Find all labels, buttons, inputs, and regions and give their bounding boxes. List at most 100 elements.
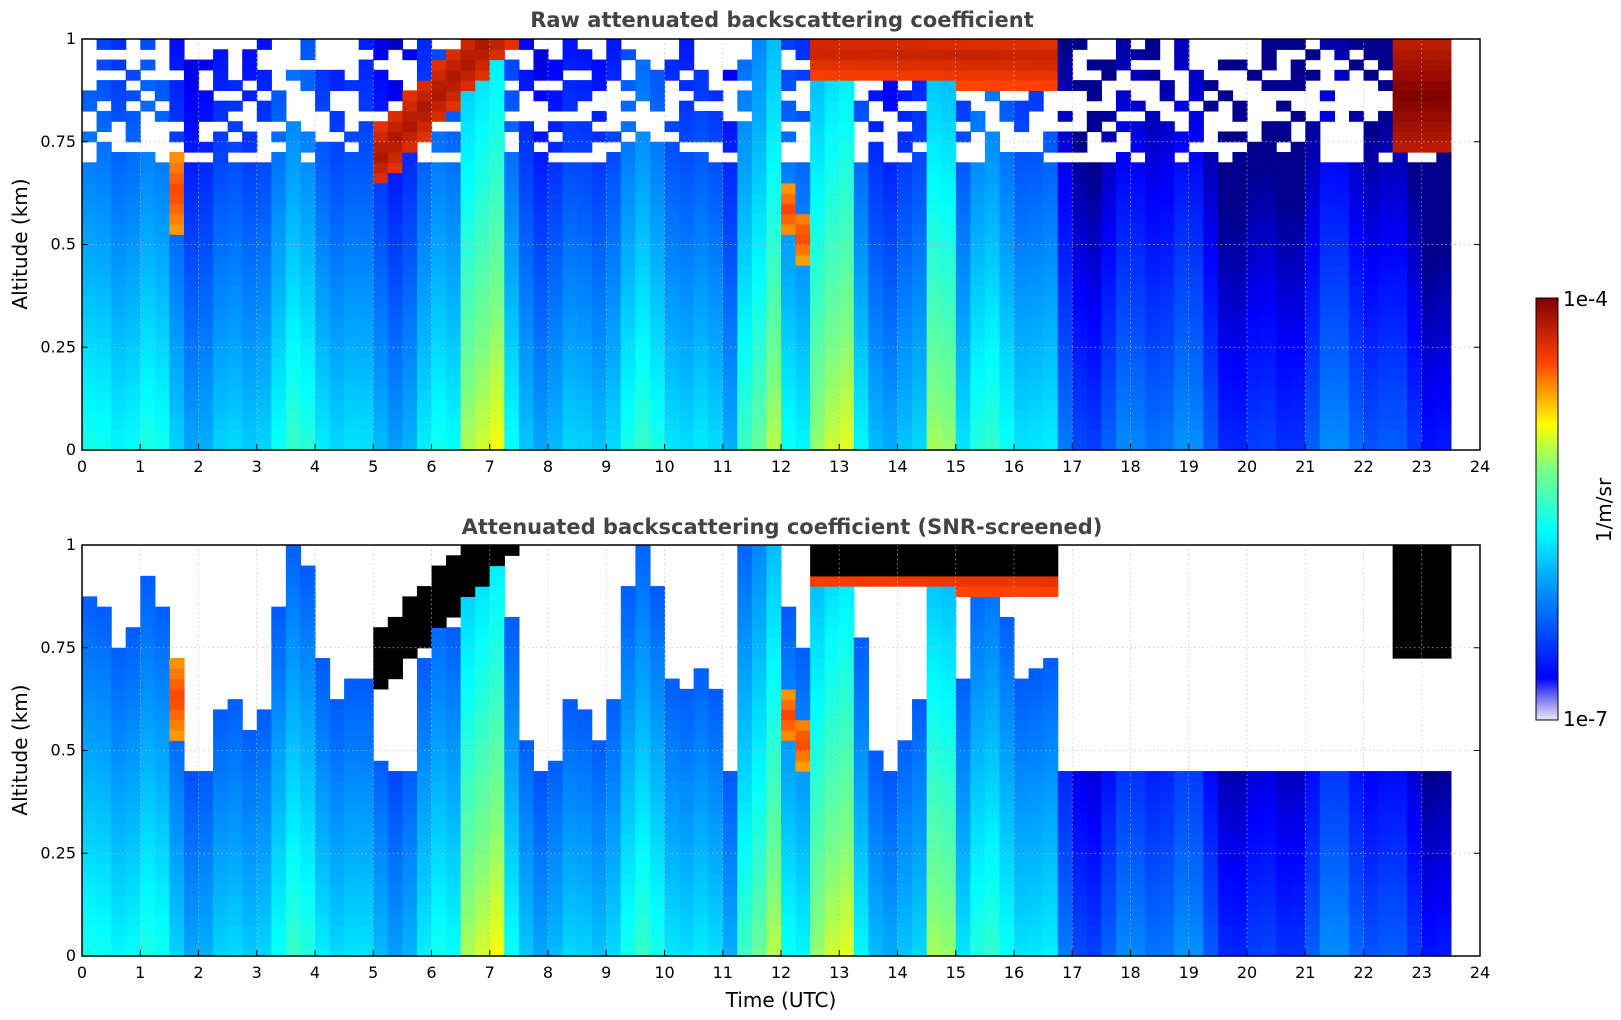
heatmap-cell <box>708 709 724 721</box>
heatmap-cell <box>737 750 753 762</box>
heatmap-cell <box>737 90 753 102</box>
heatmap-cell <box>446 439 462 451</box>
heatmap-cell <box>1334 357 1350 369</box>
heatmap-cell <box>1028 203 1044 215</box>
heatmap-cell <box>271 853 287 865</box>
heatmap-cell <box>1188 336 1204 348</box>
heatmap-cell <box>1261 59 1277 71</box>
heatmap-cell <box>839 326 855 338</box>
heatmap-cell <box>679 801 695 813</box>
heatmap-cell <box>402 832 418 844</box>
x-tick-label: 3 <box>252 457 262 476</box>
heatmap-cell <box>533 357 549 369</box>
heatmap-cell <box>431 565 447 577</box>
heatmap-cell <box>722 234 738 246</box>
heatmap-cell <box>824 658 840 669</box>
heatmap-cell <box>781 347 797 359</box>
heatmap-cell <box>1392 110 1408 122</box>
heatmap-cell <box>1014 275 1030 287</box>
heatmap-cell <box>1086 336 1102 348</box>
heatmap-cell <box>1057 439 1073 451</box>
heatmap-cell <box>111 244 127 256</box>
heatmap-cell <box>1043 285 1059 297</box>
heatmap-cell <box>315 408 331 420</box>
heatmap-cell <box>140 719 156 731</box>
heatmap-cell <box>242 419 258 431</box>
heatmap-cell <box>533 439 549 451</box>
heatmap-cell <box>679 193 695 205</box>
heatmap-cell <box>315 347 331 359</box>
heatmap-cell <box>1115 306 1132 318</box>
heatmap-cell <box>620 378 636 389</box>
heatmap-cell <box>256 842 272 854</box>
heatmap-cell <box>518 842 535 854</box>
heatmap-cell <box>664 306 680 318</box>
heatmap-cell <box>620 832 636 844</box>
heatmap-cell <box>387 771 403 782</box>
heatmap-cell <box>140 688 156 700</box>
heatmap-cell <box>1174 100 1190 112</box>
heatmap-cell <box>868 439 884 451</box>
heatmap-cell <box>1247 141 1263 153</box>
heatmap-cell <box>169 49 185 61</box>
heatmap-cell <box>315 771 331 782</box>
heatmap-cell <box>1115 357 1132 369</box>
heatmap-cell <box>737 935 753 947</box>
heatmap-cell <box>82 347 98 359</box>
heatmap-cell <box>475 193 491 205</box>
heatmap-cell <box>1130 408 1146 420</box>
heatmap-cell <box>227 419 243 431</box>
heatmap-cell <box>955 347 971 359</box>
heatmap-cell <box>446 408 462 420</box>
heatmap-cell <box>620 234 636 246</box>
heatmap-cell <box>984 223 1001 235</box>
heatmap-cell <box>431 244 447 256</box>
heatmap-cell <box>912 285 928 297</box>
heatmap-cell <box>649 347 666 359</box>
heatmap-cell <box>606 935 622 947</box>
heatmap-cell <box>664 223 680 235</box>
heatmap-cell <box>1290 419 1306 431</box>
heatmap-cell <box>125 750 141 762</box>
heatmap-cell <box>344 812 360 824</box>
heatmap-cell <box>358 853 374 865</box>
heatmap-cell <box>664 791 680 803</box>
heatmap-cell <box>1101 408 1117 420</box>
heatmap-cell <box>1159 408 1175 420</box>
heatmap-cell <box>82 244 98 256</box>
heatmap-cell <box>213 316 229 328</box>
heatmap-cell <box>839 347 855 359</box>
heatmap-cell <box>795 863 811 875</box>
heatmap-cell <box>737 801 753 813</box>
heatmap-cell <box>562 367 578 379</box>
heatmap-cell <box>795 306 811 318</box>
heatmap-cell <box>271 408 287 420</box>
heatmap-cell <box>285 398 302 410</box>
heatmap-cell <box>606 357 622 369</box>
heatmap-cell <box>111 203 127 215</box>
heatmap-cell <box>96 822 112 834</box>
heatmap-cell <box>781 439 797 451</box>
heatmap-cell <box>824 771 840 782</box>
heatmap-cell <box>256 244 272 256</box>
heatmap-cell <box>1203 223 1219 235</box>
heatmap-cell <box>358 80 374 91</box>
heatmap-cell <box>1261 336 1277 348</box>
heatmap-cell <box>664 59 680 71</box>
heatmap-cell <box>140 285 156 297</box>
heatmap-cell <box>1174 234 1190 246</box>
heatmap-cell <box>620 244 636 256</box>
heatmap-cell <box>795 894 811 906</box>
heatmap-cell <box>1086 90 1102 102</box>
heatmap-cell <box>518 80 535 91</box>
heatmap-cell <box>1014 223 1030 235</box>
heatmap-cell <box>504 688 520 700</box>
heatmap-cell <box>1247 439 1263 451</box>
heatmap-cell <box>664 439 680 451</box>
heatmap-cell <box>1348 162 1365 174</box>
heatmap-cell <box>402 306 418 318</box>
heatmap-cell <box>96 678 112 690</box>
heatmap-cell <box>387 822 403 834</box>
heatmap-cell <box>722 791 738 803</box>
heatmap-cell <box>1348 326 1365 338</box>
